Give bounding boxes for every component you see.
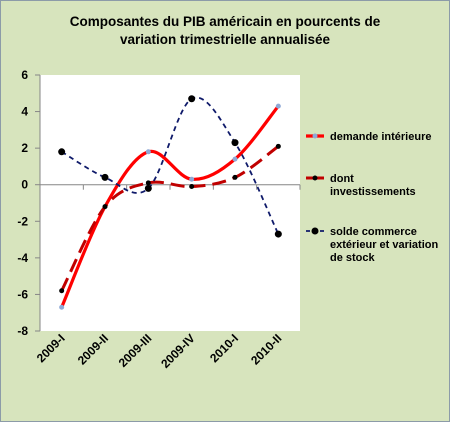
legend-marker-2 — [312, 175, 318, 181]
legend-label-3: solde commerce — [330, 226, 417, 238]
series-3-point — [101, 173, 109, 181]
x-tick-label: 2009-II — [75, 331, 111, 367]
series-3-point — [231, 139, 239, 147]
series-1-point — [275, 103, 281, 109]
legend-marker-1 — [312, 133, 318, 139]
series-3-point — [274, 230, 282, 238]
series-1-point — [145, 149, 151, 155]
series-2-point — [232, 174, 238, 180]
y-tick-label: 2 — [21, 141, 28, 155]
series-3-point — [144, 184, 152, 192]
plot-area — [40, 75, 300, 331]
x-tick-label: 2009-IV — [158, 331, 198, 371]
series-1-point — [189, 176, 195, 182]
y-tick-label: 4 — [21, 105, 28, 119]
y-tick-label: -8 — [17, 324, 28, 338]
y-tick-label: -2 — [17, 214, 28, 228]
series-2-point — [189, 184, 195, 190]
y-tick-label: 0 — [21, 178, 28, 192]
series-2-point — [275, 143, 281, 149]
series-1-point — [59, 304, 65, 310]
series-3-point — [58, 148, 66, 156]
y-tick-label: -6 — [17, 287, 28, 301]
chart-title: Composantes du PIB américain en pourcent… — [1, 13, 449, 49]
legend-label-3: extérieur et variation — [330, 239, 438, 251]
x-tick-label: 2009-III — [116, 331, 155, 370]
legend-label-3: de stock — [330, 252, 376, 264]
series-2-point — [145, 180, 151, 186]
series-3-point — [188, 95, 196, 103]
chart-title-line-1: Composantes du PIB américain en pourcent… — [69, 14, 381, 29]
legend-label-2: dont — [330, 173, 354, 185]
x-tick-label: 2010-II — [248, 331, 284, 367]
series-line-1 — [60, 105, 280, 308]
x-tick-label: 2010-I — [207, 331, 241, 365]
legend-label-2: investissements — [330, 186, 416, 198]
legend-label-1: demande intérieure — [330, 131, 431, 143]
series-1-point — [232, 156, 238, 162]
chart-title-line-2: variation trimestrielle annualisée — [119, 32, 331, 47]
series-2-point — [102, 204, 108, 210]
y-tick-label: -4 — [17, 251, 28, 265]
series-line-3 — [61, 96, 280, 235]
series-2-point — [59, 288, 65, 294]
legend-marker-3 — [311, 227, 319, 235]
x-tick-label: 2009-I — [34, 331, 68, 365]
y-tick-label: 6 — [21, 68, 28, 82]
